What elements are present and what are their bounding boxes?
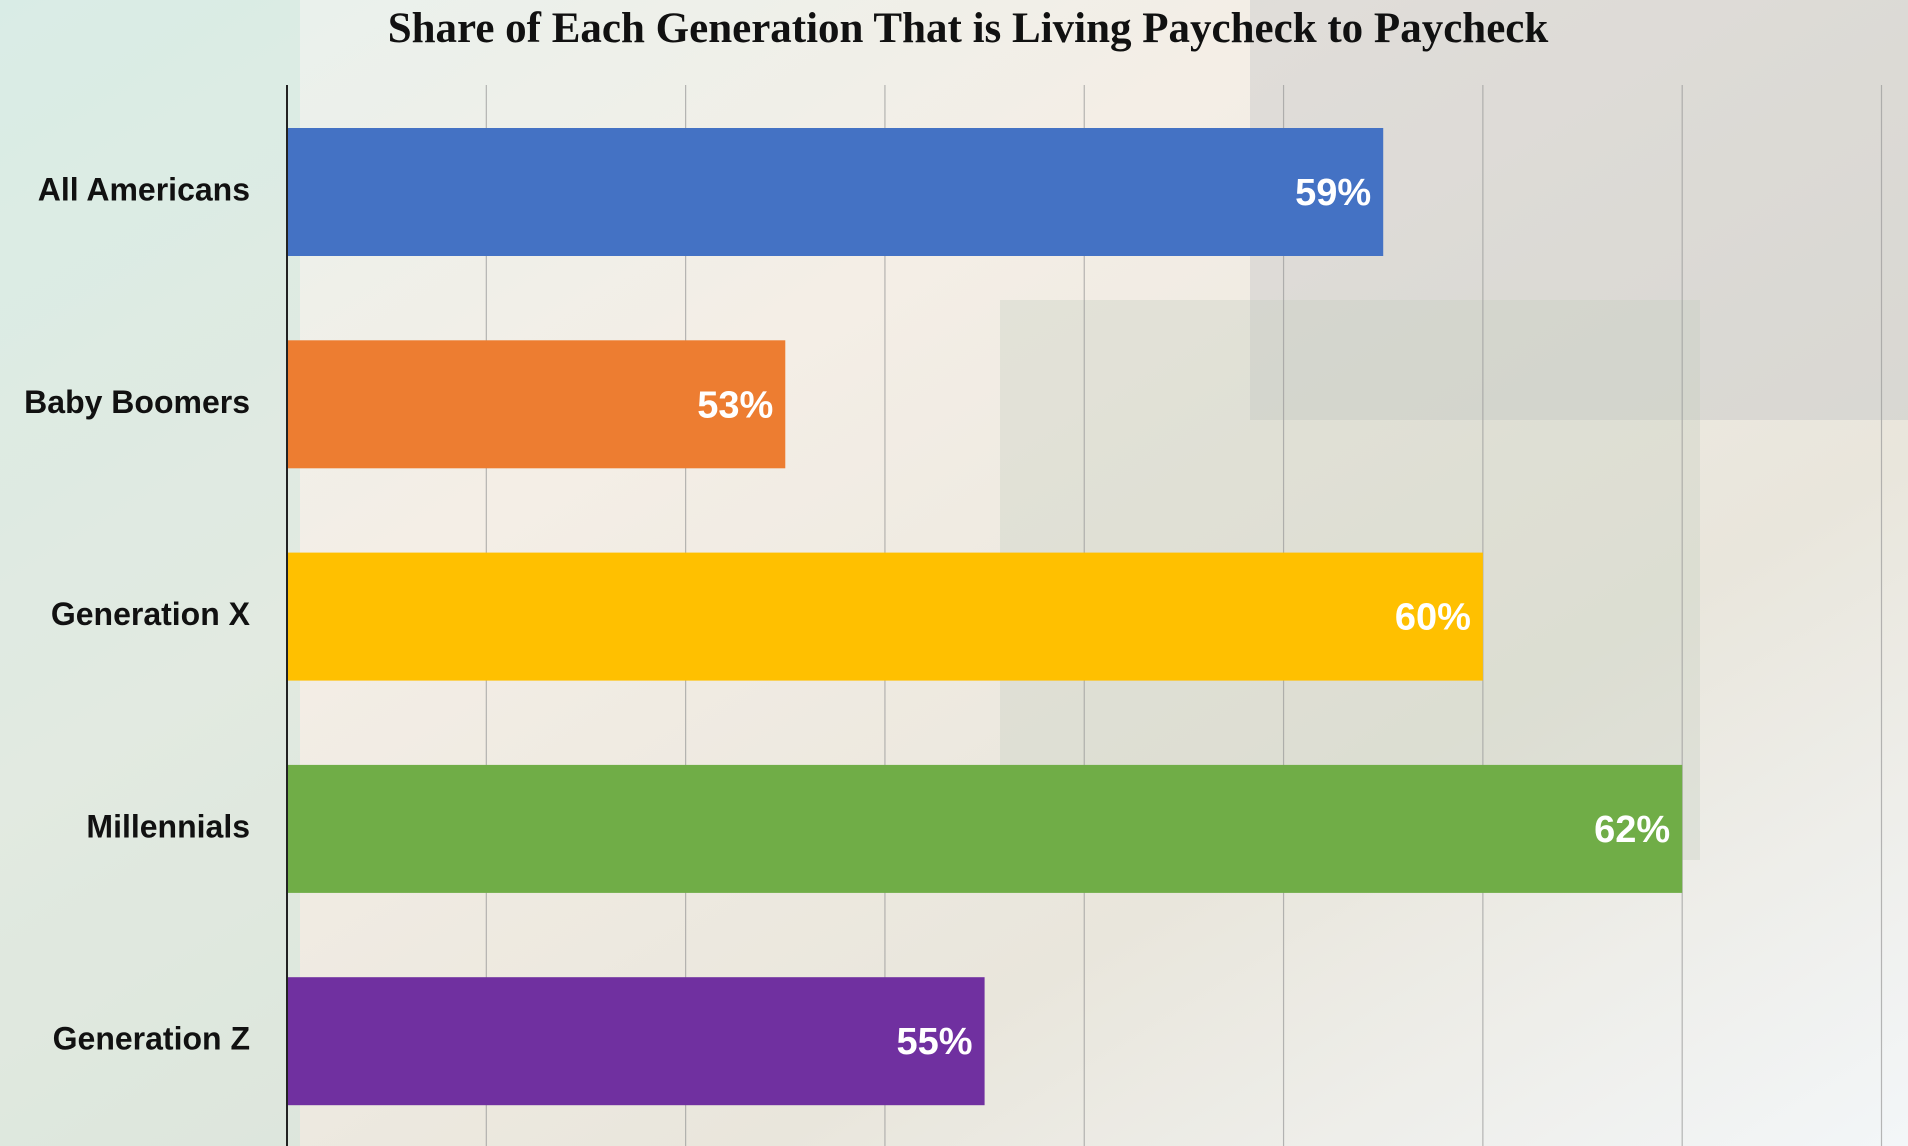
- background-photo: [0, 0, 300, 1146]
- y-tick-label: Generation Z: [53, 1021, 250, 1057]
- y-tick-label: Generation X: [51, 596, 251, 632]
- data-label: 59%: [1295, 172, 1371, 214]
- y-tick-label: All Americans: [38, 171, 250, 207]
- bar: [287, 977, 985, 1106]
- chart-title: Share of Each Generation That is Living …: [388, 5, 1549, 52]
- bar: [287, 340, 786, 469]
- data-label: 62%: [1594, 809, 1670, 851]
- y-tick-label: Baby Boomers: [24, 384, 250, 420]
- plot-area: All Americans 59% Baby Boomers 53% Generatio…: [24, 85, 1883, 1146]
- bar: [287, 128, 1384, 256]
- data-label: 60%: [1395, 597, 1471, 639]
- data-label: 53%: [697, 384, 773, 426]
- data-label: 55%: [897, 1021, 973, 1063]
- bar: [287, 552, 1483, 681]
- bar: [287, 764, 1683, 893]
- y-tick-label: Millennials: [86, 808, 250, 844]
